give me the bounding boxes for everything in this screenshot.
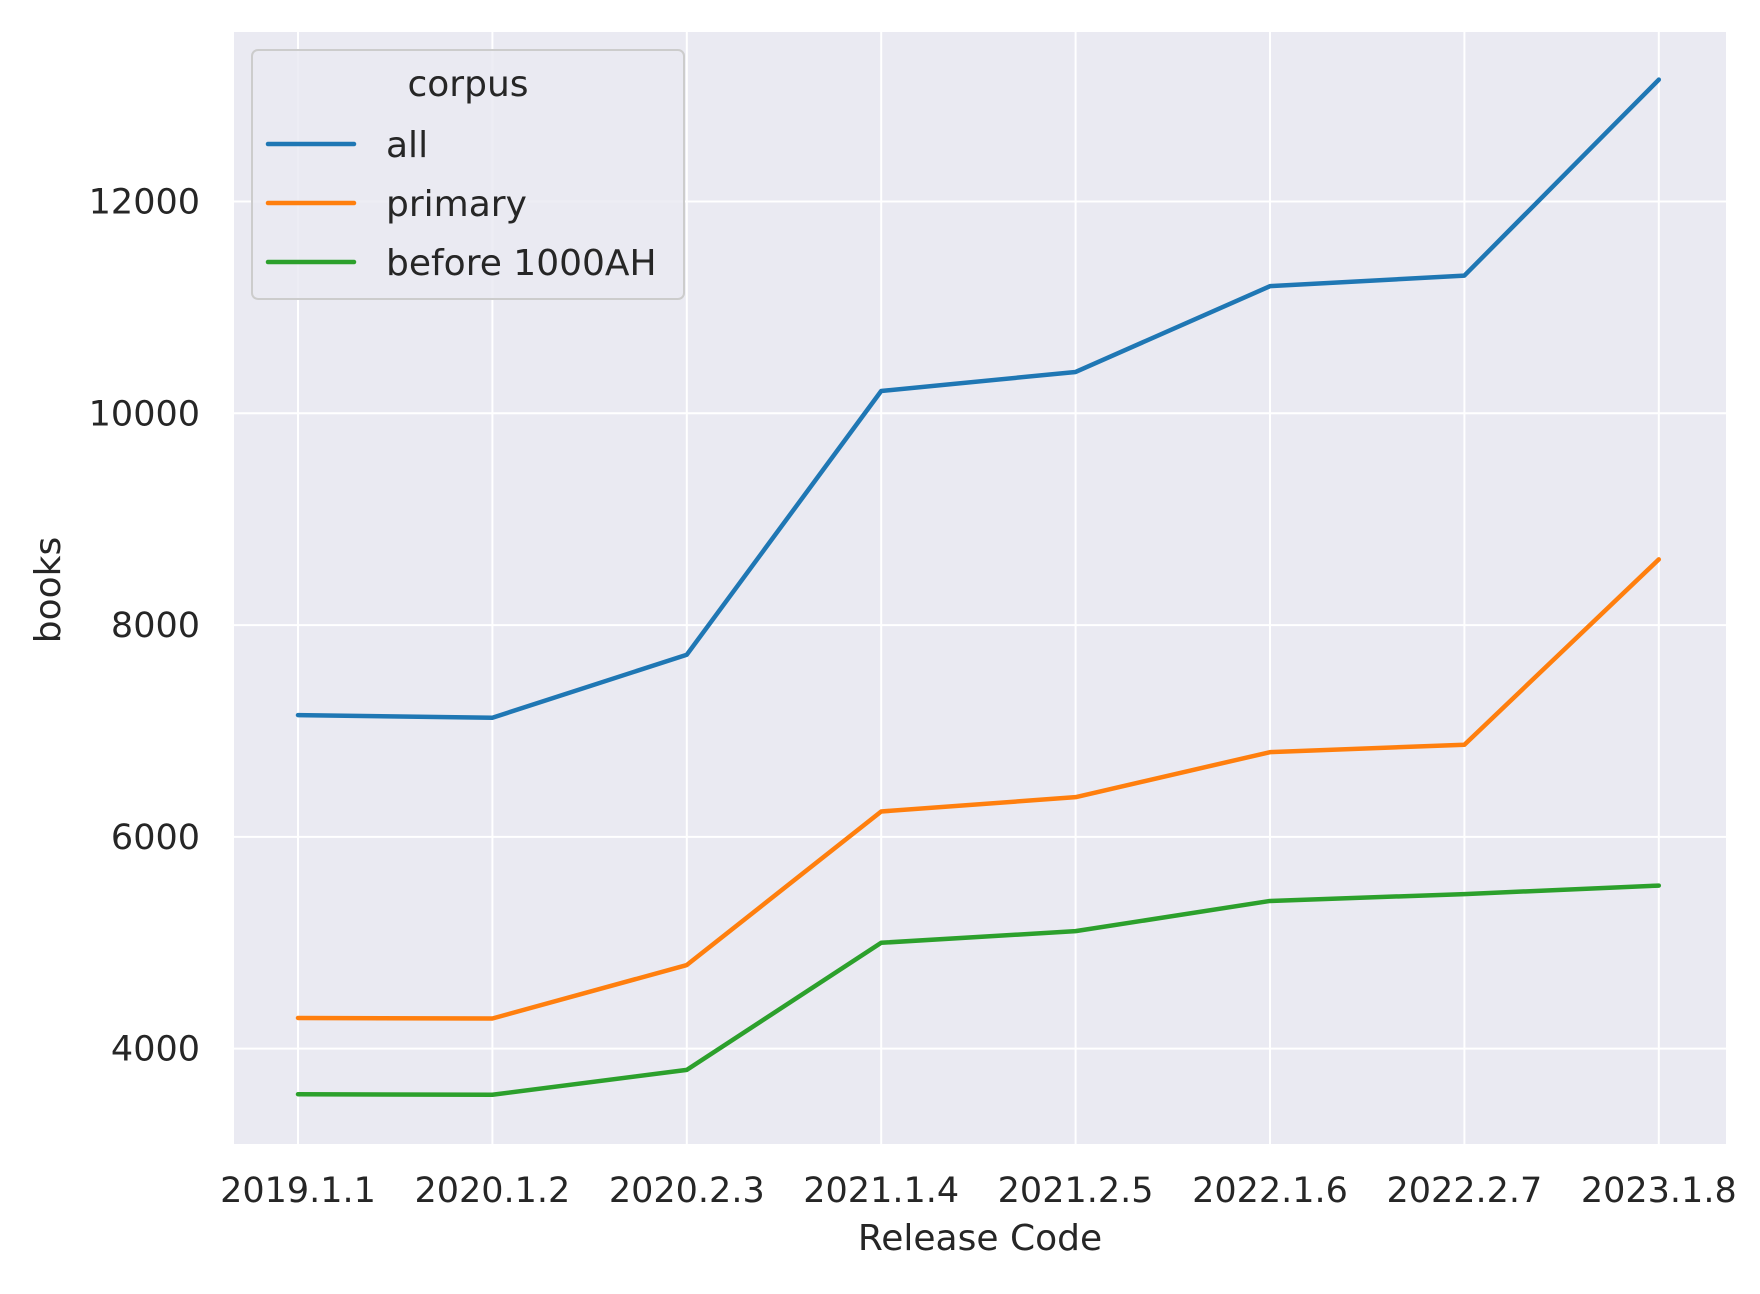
legend-label: all (386, 125, 428, 166)
x-tick-label: 2020.2.3 (609, 1171, 765, 1211)
y-tick-label: 12000 (89, 182, 200, 222)
x-tick-label: 2021.2.5 (998, 1171, 1154, 1211)
y-tick-label: 10000 (89, 394, 200, 434)
series-line-1 (295, 557, 1662, 1021)
legend: corpus all primary before 1000AH (251, 49, 685, 300)
legend-title: corpus (407, 64, 528, 105)
x-tick-label: 2021.1.4 (803, 1171, 959, 1211)
series-line-2 (295, 883, 1662, 1098)
x-tick-label: 2022.2.7 (1386, 1171, 1542, 1211)
grid-lines (234, 32, 1726, 1144)
y-tick-label: 8000 (111, 606, 200, 646)
x-tick-label: 2023.1.8 (1581, 1171, 1737, 1211)
series-lines (295, 77, 1662, 1098)
legend-items: all primary before 1000AH (265, 125, 657, 284)
legend-frame (251, 49, 685, 300)
series-line-0 (295, 77, 1662, 720)
y-tick-label: 6000 (111, 818, 200, 858)
y-axis-label: books (28, 537, 69, 644)
y-tick-labels: 4000 6000 8000 10000 12000 (89, 182, 200, 1069)
y-tick-label: 4000 (111, 1030, 200, 1070)
x-tick-label: 2020.1.2 (414, 1171, 570, 1211)
x-tick-label: 2022.1.6 (1192, 1171, 1348, 1211)
x-tick-labels: 2019.1.1 2020.1.2 2020.2.3 2021.1.4 2021.2.5… (220, 1171, 1737, 1211)
x-tick-label: 2019.1.1 (220, 1171, 376, 1211)
legend-label: before 1000AH (386, 243, 657, 284)
legend-label: primary (386, 184, 527, 225)
x-axis-label: Release Code (858, 1218, 1102, 1259)
